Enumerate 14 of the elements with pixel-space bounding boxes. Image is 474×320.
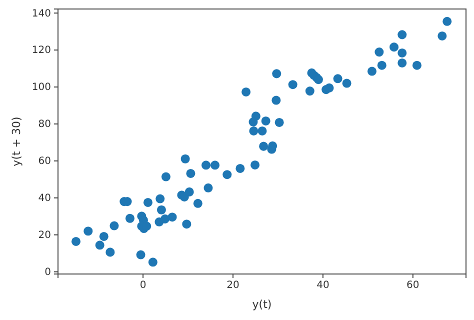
y-tick-label: 140	[32, 8, 51, 20]
y-tick-label: 0	[44, 266, 51, 278]
y-tick-label: 80	[38, 119, 51, 130]
y-tick-label: 100	[32, 82, 51, 94]
x-axis-title: y(t)	[252, 298, 272, 311]
y-axis-title: y(t + 30)	[10, 116, 23, 166]
x-tick-label: 40	[316, 280, 330, 292]
y-tick-label: 20	[38, 230, 51, 242]
x-tick-label: 60	[406, 280, 420, 292]
y-tick-label: 120	[32, 45, 51, 56]
x-tick-label: 0	[140, 280, 146, 292]
y-tick-label: 40	[38, 193, 51, 204]
x-tick-label: 20	[226, 280, 240, 292]
y-tick-label: 60	[38, 156, 51, 168]
